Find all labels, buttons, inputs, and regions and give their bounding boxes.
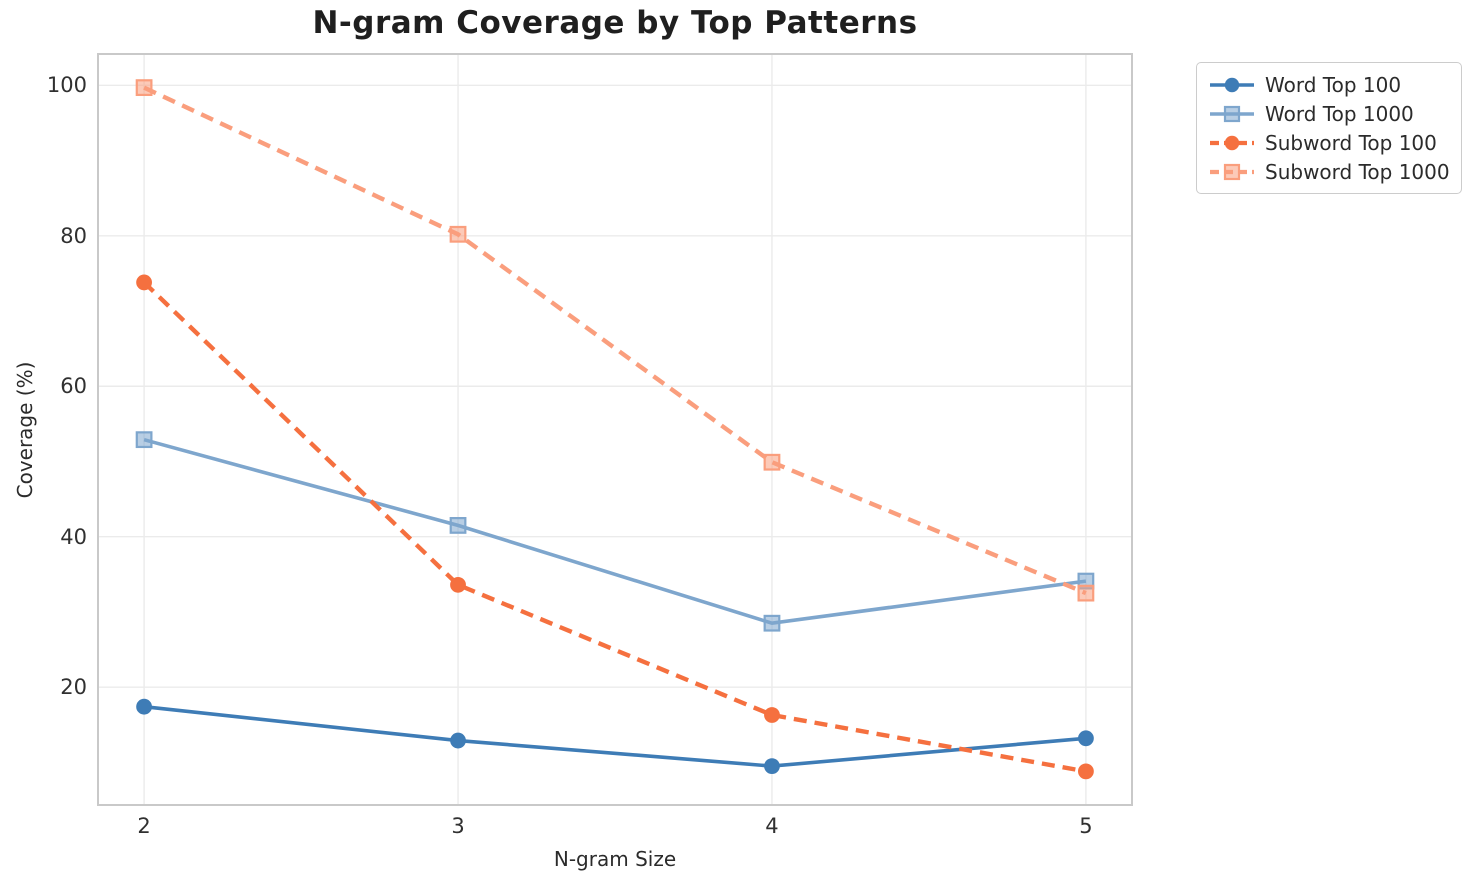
marker-subword-top-1000 (135, 79, 153, 97)
y-tick-label: 40 (60, 524, 87, 549)
series-line-subword-top-1000 (143, 85, 1087, 596)
marker-subword-top-1000 (449, 225, 467, 243)
marker-subword-top-1000 (763, 453, 781, 471)
legend-line-sample-word-top-100 (1210, 77, 1254, 92)
marker-word-top-100 (764, 758, 780, 775)
marker-word-top-100 (136, 698, 152, 715)
legend-line-sample-subword-top-1000 (1210, 163, 1254, 180)
plot-canvas (97, 53, 1133, 806)
y-tick-label: 100 (46, 73, 87, 98)
marker-subword-top-100 (136, 274, 152, 291)
legend-item-word-top-100: Word Top 100 (1209, 70, 1449, 99)
legend-item-subword-top-1000: Subword Top 1000 (1209, 157, 1450, 186)
chart-title: N-gram Coverage by Top Patterns (312, 5, 918, 41)
marker-word-top-1000 (135, 431, 153, 449)
marker-subword-top-100 (764, 707, 780, 723)
plot-area (97, 53, 1133, 806)
x-axis-label: N-gram Size (553, 847, 677, 871)
x-tick-label: 3 (451, 814, 465, 838)
y-tick-label: 80 (60, 223, 87, 248)
legend-label: Subword Top 1000 (1265, 159, 1450, 184)
legend-label: Subword Top 100 (1265, 130, 1437, 155)
marker-subword-top-100 (1078, 763, 1094, 780)
legend-line-sample-subword-top-100 (1210, 135, 1254, 150)
y-tick-label: 20 (60, 675, 87, 700)
y-axis-label: Coverage (%) (13, 361, 37, 499)
x-tick-label: 4 (765, 814, 779, 838)
marker-word-top-100 (1078, 730, 1094, 747)
legend: Word Top 100 Word Top 1000 Subword Top 100… (1196, 62, 1462, 194)
x-tick-label: 2 (137, 814, 151, 838)
legend-item-word-top-1000: Word Top 1000 (1209, 99, 1449, 128)
legend-line-sample-word-top-1000 (1210, 105, 1254, 122)
marker-word-top-1000 (763, 614, 781, 632)
marker-subword-top-100 (450, 576, 466, 593)
legend-label: Word Top 1000 (1265, 101, 1414, 126)
series-line-word-top-100 (143, 704, 1087, 768)
marker-word-top-1000 (449, 517, 467, 534)
legend-label: Word Top 100 (1265, 72, 1402, 97)
x-tick-label: 5 (1079, 814, 1093, 838)
series-line-subword-top-100 (142, 280, 1087, 774)
legend-item-subword-top-100: Subword Top 100 (1209, 128, 1449, 157)
plot-border (97, 53, 1133, 806)
marker-subword-top-1000 (1077, 584, 1095, 602)
series-line-word-top-1000 (143, 437, 1087, 626)
marker-word-top-100 (450, 732, 466, 749)
